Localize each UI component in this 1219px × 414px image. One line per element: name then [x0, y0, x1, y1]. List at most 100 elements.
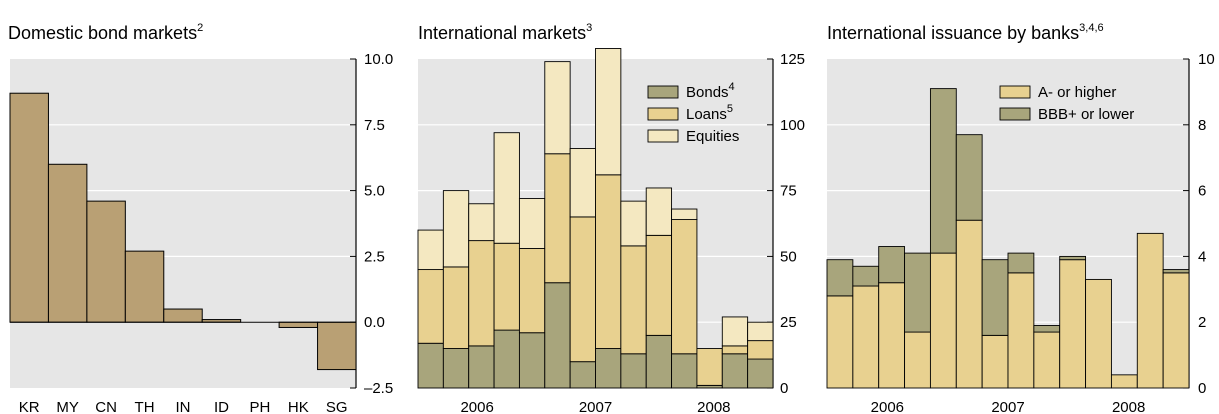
- legend-label-text: BBB+ or lower: [1038, 106, 1134, 123]
- chart2-legend: Bonds4 Loans5 Equities: [647, 81, 739, 145]
- bar-segment-equities: [645, 187, 673, 236]
- bar-segment-bonds: [595, 348, 622, 389]
- bar-segment-loans: [518, 248, 546, 334]
- bar-segment-a-or-higher: [1059, 259, 1087, 389]
- legend-label: Loans5: [686, 103, 733, 123]
- legend-label: Equities: [686, 128, 739, 145]
- bar-segment-bonds: [544, 282, 571, 389]
- bar-segment-equities: [721, 316, 749, 347]
- bar-segment-equities: [518, 198, 546, 249]
- bar-segment-bbb-or-lower: [981, 259, 1009, 336]
- legend-swatch: [647, 129, 679, 143]
- chart3-panel: 0 2 4 6 8 10 2006 2007 2008 A- or higher BBB+ or l…: [826, 51, 1215, 414]
- y-tick-label: 2.5: [364, 248, 385, 265]
- x-tick-label: MY: [56, 399, 79, 414]
- bar-segment-equities: [468, 203, 495, 242]
- bar-segment-bbb-or-lower: [1007, 252, 1035, 274]
- bar-segment-bbb-or-lower: [929, 88, 957, 254]
- bar-segment-equities: [442, 190, 470, 268]
- y-tick-label: 8: [1198, 117, 1206, 134]
- bar-segment-a-or-higher: [981, 334, 1009, 389]
- bar-segment-loans: [569, 216, 596, 363]
- x-tick-label: CN: [95, 399, 117, 414]
- bar-segment-a-or-higher: [1136, 232, 1164, 389]
- y-tick-label: 10: [1198, 51, 1215, 68]
- bar-segment-a-or-higher: [878, 282, 906, 389]
- bar-segment-bonds: [468, 345, 495, 389]
- bar-segment-a-or-higher: [1085, 278, 1112, 389]
- bar-segment-a-or-higher: [1110, 374, 1138, 389]
- bar-segment-equities: [747, 321, 774, 342]
- chart1-title-sup: 2: [197, 22, 203, 34]
- x-tick-label: PH: [249, 399, 270, 414]
- bar-segment-loans: [442, 266, 470, 349]
- x-tick-label: ID: [214, 399, 229, 414]
- x-tick-label: TH: [135, 399, 155, 414]
- bar-segment-equities: [493, 132, 520, 244]
- bar-segment-bbb-or-lower: [826, 259, 854, 297]
- bar-segment-bbb-or-lower: [955, 134, 983, 221]
- bar-segment-loans: [417, 269, 444, 344]
- chart3-legend: A- or higher BBB+ or lower: [999, 84, 1134, 123]
- bar-segment-bbb-or-lower: [904, 252, 931, 333]
- chart2-title-sup: 3: [586, 22, 592, 34]
- bar-segment-a-or-higher: [1033, 331, 1061, 389]
- y-tick-label: 125: [780, 51, 805, 68]
- bar-segment-a-or-higher: [826, 295, 854, 389]
- bar-segment-equities: [569, 148, 596, 218]
- bar-cn: [86, 200, 126, 323]
- bar-segment-bbb-or-lower: [852, 265, 880, 287]
- legend-label-text: A- or higher: [1038, 84, 1116, 101]
- legend-swatch: [647, 85, 679, 99]
- y-tick-label: 10.0: [364, 51, 393, 68]
- bar-segment-loans: [468, 240, 495, 347]
- bar-segment-a-or-higher: [955, 219, 983, 389]
- bar-segment-loans: [645, 234, 673, 336]
- legend-label: A- or higher: [1038, 84, 1116, 101]
- bar-segment-loans: [721, 345, 749, 355]
- legend-label-sup: 4: [729, 81, 735, 93]
- legend-label-text: Equities: [686, 128, 739, 145]
- bar-segment-bbb-or-lower: [878, 246, 906, 284]
- y-tick-label: 7.5: [364, 117, 385, 134]
- x-tick-label: 2008: [697, 399, 730, 414]
- y-tick-label: 2: [1198, 314, 1206, 331]
- y-tick-label: 6: [1198, 183, 1206, 200]
- x-tick-label: 2008: [1112, 399, 1145, 414]
- x-tick-label: 2006: [460, 399, 493, 414]
- bar-segment-loans: [696, 348, 723, 386]
- bar-segment-a-or-higher: [929, 252, 957, 389]
- legend-label-text: Loans: [686, 106, 727, 123]
- chart2-title-text: International markets3: [418, 22, 592, 43]
- y-tick-label: –2.5: [364, 380, 393, 397]
- bar-segment-bonds: [417, 342, 444, 389]
- chart1-panel: –2.5 0.0 2.5 5.0 7.5 10.0 KR MY CN TH IN ID PH HK SG: [9, 51, 393, 414]
- bar-segment-a-or-higher: [852, 285, 880, 389]
- bar-segment-a-or-higher: [1007, 272, 1035, 389]
- legend-swatch: [647, 107, 679, 121]
- bar-segment-bbb-or-lower: [1033, 325, 1061, 333]
- bar-segment-equities: [417, 229, 444, 271]
- y-tick-label: 25: [780, 314, 797, 331]
- bar-segment-loans: [671, 219, 698, 355]
- bar-segment-bonds: [671, 353, 698, 389]
- legend-swatch: [999, 107, 1031, 121]
- bar-segment-equities: [620, 200, 647, 247]
- legend-label-text: Bonds: [686, 84, 729, 101]
- chart3-title-text: International issuance by banks3,4,6: [827, 22, 1104, 43]
- chart1-title-main: Domestic bond markets: [8, 23, 197, 43]
- bar-segment-a-or-higher: [1162, 272, 1190, 389]
- bar-segment-equities: [595, 48, 622, 176]
- chart2-title: International markets3: [418, 22, 592, 43]
- bar-kr: [9, 92, 49, 323]
- chart1-title: Domestic bond markets2: [8, 22, 203, 43]
- bar-segment-bonds: [569, 361, 596, 389]
- x-tick-label: IN: [176, 399, 191, 414]
- bar-segment-bbb-or-lower: [1059, 255, 1087, 261]
- bar-segment-bbb-or-lower: [1162, 269, 1190, 274]
- x-tick-label: SG: [326, 399, 348, 414]
- bar-segment-loans: [747, 340, 774, 360]
- bar-segment-a-or-higher: [904, 331, 931, 389]
